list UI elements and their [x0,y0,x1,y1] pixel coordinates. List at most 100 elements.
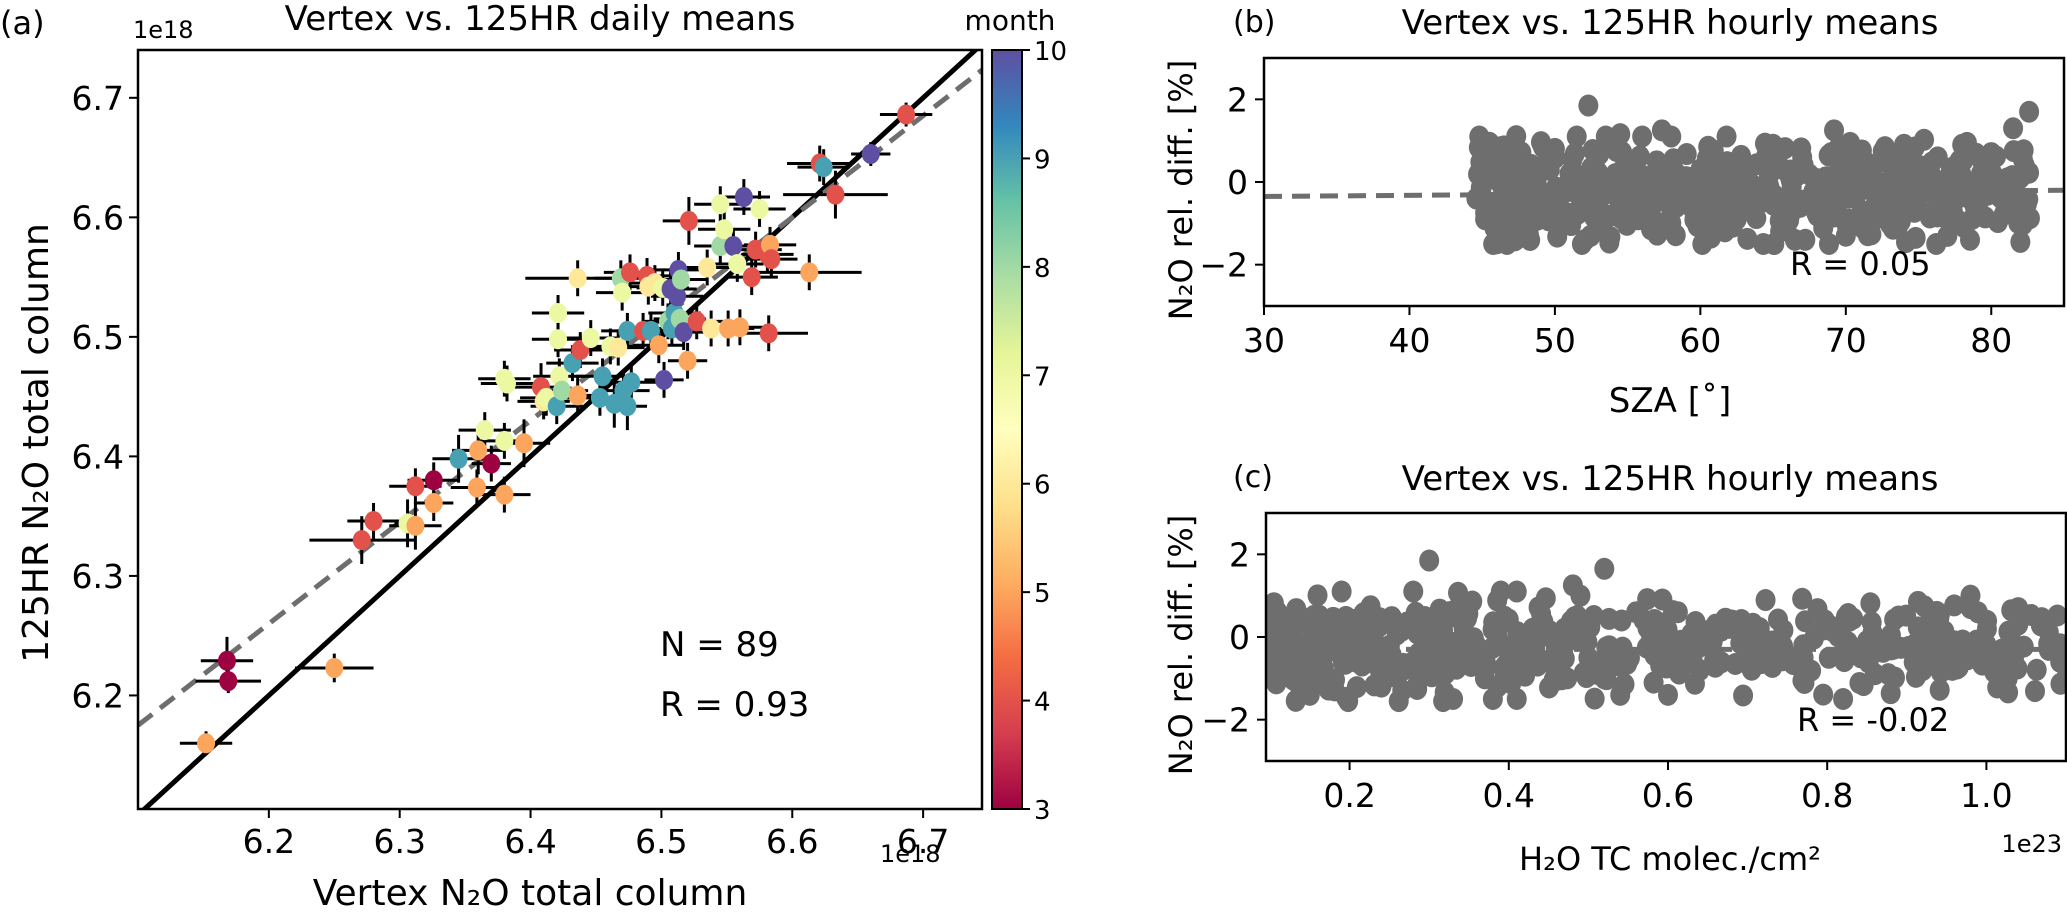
scatter-marker [1403,650,1424,673]
scatter-marker [1879,199,1900,222]
scatter-marker [1307,584,1328,607]
scatter-marker [621,262,640,283]
scatter-marker [593,366,612,387]
x-tick-label: 50 [1534,321,1576,360]
scatter-marker [1833,646,1854,669]
x-tick-label: 0.2 [1323,776,1375,815]
scatter-marker [1734,154,1754,177]
scatter-marker [1547,225,1568,248]
scatter-marker [1533,194,1554,217]
scatter-marker [1835,224,1856,247]
scatter-marker [2014,154,2035,177]
scatter-marker [1538,650,1559,673]
scatter-marker [1523,171,1544,193]
annotation-r: R = -0.02 [1797,701,1949,739]
scatter-marker [1660,183,1681,206]
scatter-marker [1669,662,1690,685]
colorbar-tick-label: 4 [1034,688,1051,718]
scatter-marker [711,236,730,257]
scatter-marker [1570,584,1591,607]
scatter-marker [687,311,706,332]
y-axis-offset-label: 1e18 [133,16,194,44]
scatter-marker [449,448,468,469]
scatter-marker [424,470,443,491]
scatter-marker [219,671,238,692]
colorbar-tick-label: 7 [1034,362,1051,392]
scatter-marker [1981,142,2002,165]
scatter-marker [467,477,486,498]
scatter-marker [406,476,425,497]
panel-b-x-axis-label: SZA [˚] [1609,381,1731,421]
x-tick-label: 6.4 [504,822,556,861]
scatter-marker [1864,154,1885,177]
x-tick-label: 6.2 [243,822,295,861]
plot-area [138,50,982,809]
scatter-marker [649,335,668,356]
scatter-marker [549,329,568,350]
scatter-marker [1654,645,1675,668]
scatter-marker [1639,212,1660,235]
scatter-marker [1403,580,1424,603]
y-tick-label: 0 [1229,618,1250,657]
y-tick-label: 6.4 [72,437,124,476]
axis-ticks: 30 40 50 60 70 80 −2 0 2 [1199,80,2012,360]
panel-c-title: Vertex vs. 125HR hourly means [1402,459,1939,499]
scatter-marker [495,484,514,505]
scatter-marker [1490,580,1511,603]
scatter-marker [1363,651,1384,674]
scatter-marker [1578,646,1599,669]
scatter-marker [1291,659,1312,682]
scatter-marker [2019,207,2040,230]
scatter-marker [1884,608,1905,631]
colorbar-tick-label: 6 [1034,471,1051,501]
scatter-marker [1864,663,1885,686]
annotation-n: N = 89 [660,625,779,665]
scatter-marker [1777,191,1798,214]
scatter-marker [1675,191,1696,214]
scatter-marker [1777,207,1798,230]
colorbar-gradient [991,49,1023,810]
scatter-marker [1443,688,1464,710]
scatter-marker [1491,173,1512,196]
scatter-marker [1926,233,1947,255]
scatter-marker [1435,634,1456,657]
scatter-marker [800,262,819,283]
scatter-marker [1976,617,1997,640]
x-tick-label: 40 [1388,321,1430,360]
scatter-marker [1561,214,1582,237]
scatter-marker [1818,233,1839,255]
scatter-marker [1629,145,1650,168]
scatter-marker [674,322,693,343]
scatter-marker [2038,621,2059,644]
scatter-marker [678,350,697,371]
scatter-marker [1457,645,1478,668]
x-tick-label: 6.5 [635,822,687,861]
scatter-marker [1574,183,1594,206]
y-tick-label: 2 [1227,80,1248,119]
scatter-marker [1721,609,1742,632]
scatter-marker [1324,679,1345,702]
scatter-marker [728,253,747,274]
scatter-marker [2056,667,2066,690]
x-tick-label: 0.4 [1483,776,1535,815]
scatter-marker [1912,659,1933,682]
scatter-marker [1907,590,1928,613]
scatter-marker [1966,179,1987,202]
scatter-marker [552,380,571,401]
x-tick-label: 6.6 [766,822,818,861]
scatter-marker [1600,226,1621,249]
x-tick-label: 30 [1243,321,1285,360]
scatter-marker [1617,162,1638,185]
scatter-marker [1704,179,1725,202]
scatter-marker [1309,629,1330,652]
scatter-marker [1904,642,1925,665]
scatter-marker [197,733,216,754]
annotation-r: R = 0.93 [660,685,809,725]
scatter-marker [1667,601,1688,624]
scatter-marker [1753,630,1774,653]
colorbar-tick-label: 8 [1034,254,1051,284]
scatter-marker [1559,162,1580,185]
colorbar-month: month 3 4 5 6 7 8 9 10 [965,4,1068,826]
scatter-marker [1360,595,1381,618]
scatter-marker [1937,208,1958,231]
